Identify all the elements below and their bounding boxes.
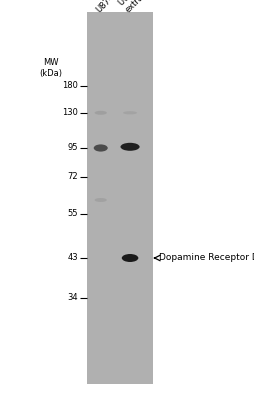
Text: 180: 180 <box>62 82 77 90</box>
Text: Dopamine Receptor D4: Dopamine Receptor D4 <box>159 254 254 262</box>
Text: 72: 72 <box>67 172 77 181</box>
Text: 34: 34 <box>67 294 77 302</box>
Text: 43: 43 <box>67 254 77 262</box>
Text: 95: 95 <box>67 144 77 152</box>
Ellipse shape <box>122 111 137 114</box>
Text: U87-MG: U87-MG <box>94 0 124 14</box>
Text: 130: 130 <box>62 108 77 117</box>
Ellipse shape <box>121 254 138 262</box>
Bar <box>86 12 152 384</box>
Ellipse shape <box>94 198 106 202</box>
Ellipse shape <box>94 111 106 115</box>
Ellipse shape <box>93 144 107 152</box>
Text: MW
(kDa): MW (kDa) <box>39 58 62 78</box>
Ellipse shape <box>120 143 139 151</box>
Text: 55: 55 <box>67 210 77 218</box>
Text: U87-MG membrane
extract: U87-MG membrane extract <box>116 0 187 14</box>
